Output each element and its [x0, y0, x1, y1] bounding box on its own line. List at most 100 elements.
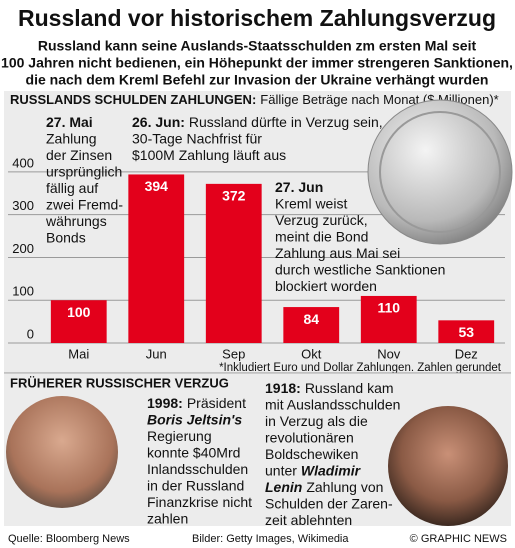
y-tick-label: 100	[12, 284, 34, 299]
text-segment: zahlen	[147, 510, 188, 526]
text-line: fällig auf	[46, 180, 98, 196]
text-segment: durch westliche Sanktionen	[275, 261, 445, 277]
text-line: Bonds	[46, 229, 86, 245]
x-tick-label: Mai	[68, 346, 89, 361]
text-line: revolutionären	[265, 429, 354, 445]
history-title: FRÜHERER RUSSISCHER VERZUG	[10, 375, 229, 390]
x-tick-label: Nov	[377, 346, 401, 361]
subtitle: die nach dem Kreml Befehl zur Invasion d…	[26, 72, 489, 88]
text-segment: zwei Fremd-	[46, 196, 123, 212]
x-tick-label: Sep	[222, 346, 245, 361]
text-segment: 27. Jun	[275, 179, 323, 195]
text-segment: in Verzug als die	[265, 413, 368, 429]
text-line: $100M Zahlung läuft aus	[132, 147, 286, 163]
coin-image	[367, 99, 513, 245]
y-tick-label: 0	[27, 326, 34, 341]
text-segment: Zahlung	[46, 130, 97, 146]
chart-note: *Inkludiert Euro und Dollar Zahlungen. Z…	[219, 362, 502, 374]
text-segment: Inlandsschulden	[147, 461, 248, 477]
text-line: Regierung	[147, 428, 212, 444]
text-segment: der Zinsen	[46, 147, 112, 163]
text-segment: Finanzkrise nicht	[147, 494, 252, 510]
x-tick-label: Okt	[301, 346, 322, 361]
text-segment: Bonds	[46, 229, 86, 245]
text-segment: Zahlung von	[306, 479, 383, 495]
text-line: Inlandsschulden	[147, 461, 248, 477]
coin-rim	[379, 111, 501, 233]
text-segment: Präsident	[187, 395, 246, 411]
bar	[360, 295, 417, 343]
text-line: meint die Bond	[275, 228, 368, 244]
chart: 0 100 200 300 400 Mai 100 Jun 394 Sep 372 Okt 84 Nov 1…	[8, 114, 505, 361]
text-line: Verzug zurück,	[275, 212, 368, 228]
text-segment: blockiert worden	[275, 278, 377, 294]
text-segment: 30-Tage Nachfrist für	[132, 130, 262, 146]
y-tick-label: 300	[12, 198, 34, 213]
text-segment: Kreml weist	[275, 195, 347, 211]
text-segment: 27. Mai	[46, 114, 93, 130]
title: Russland vor historischem Zahlungsverzug	[18, 5, 496, 31]
x-tick-label: Jun	[146, 346, 167, 361]
text-segment: meint die Bond	[275, 228, 368, 244]
source: Quelle: Bloomberg News	[8, 533, 130, 545]
text-line: währungs	[45, 213, 107, 229]
text-segment: Regierung	[147, 428, 212, 444]
text-segment: in der Russland	[147, 477, 244, 493]
text-line: Kreml weist	[275, 195, 347, 211]
text-line: unter Wladimir	[265, 462, 362, 478]
text-segment: 1998:	[147, 395, 183, 411]
text-segment: revolutionären	[265, 429, 354, 445]
text-segment: Boris Jeltsin's	[147, 411, 242, 427]
text-line: mit Auslandsschulden	[265, 396, 400, 412]
text-segment: 26. Jun:	[132, 114, 185, 130]
value-label: 110	[377, 300, 400, 316]
text-segment: mit Auslandsschulden	[265, 396, 400, 412]
bar	[50, 300, 107, 343]
text-segment: 1918:	[265, 380, 301, 396]
text-line: 30-Tage Nachfrist für	[132, 130, 262, 146]
image-credit: Bilder: Getty Images, Wikimedia	[192, 533, 349, 545]
subtitle: 100 Jahren nicht bedienen, ein Höhepunkt…	[1, 55, 513, 71]
text-segment: währungs	[45, 213, 107, 229]
text-segment: fällig auf	[46, 180, 98, 196]
text-line: zahlen	[147, 510, 188, 526]
text-line: konnte $40Mrd	[147, 444, 240, 460]
text-segment: Russland dürfte in Verzug sein,	[189, 114, 383, 130]
text-segment: Boldschewiken	[265, 446, 358, 462]
text-line: durch westliche Sanktionen	[275, 261, 445, 277]
lenin-photo	[388, 406, 508, 526]
text-line: Zahlung	[46, 130, 97, 146]
text-line: Zahlung aus Mai sei	[275, 245, 400, 261]
value-label: 100	[67, 304, 91, 320]
bar	[283, 307, 340, 343]
text-segment: konnte $40Mrd	[147, 444, 240, 460]
value-label: 53	[458, 324, 474, 340]
text-segment: Schulden der Zaren-	[265, 495, 393, 511]
text-segment: Wladimir	[301, 462, 362, 478]
bar	[205, 183, 262, 343]
text-line: 26. Jun: Russland dürfte in Verzug sein,	[132, 114, 383, 130]
y-tick-label: 200	[12, 241, 34, 256]
text-line: 27. Jun	[275, 179, 323, 195]
text-segment: Russland kam	[305, 380, 394, 396]
bar	[438, 320, 495, 343]
text-line: Boldschewiken	[265, 446, 358, 462]
value-label: 394	[145, 178, 169, 194]
text-line: Boris Jeltsin's	[147, 411, 242, 427]
text-line: Schulden der Zaren-	[265, 495, 393, 511]
text-segment: Verzug zurück,	[275, 212, 368, 228]
bar	[128, 174, 185, 343]
chart-title: RUSSLANDS SCHULDEN ZAHLUNGEN:	[10, 92, 256, 107]
copyright: © GRAPHIC NEWS	[410, 533, 507, 545]
text-line: der Zinsen	[46, 147, 112, 163]
y-tick-label: 400	[12, 155, 34, 170]
text-line: Finanzkrise nicht	[147, 494, 252, 510]
text-line: zeit ablehnten	[265, 512, 352, 528]
value-label: 84	[303, 311, 319, 327]
text-line: Lenin Zahlung von	[265, 479, 383, 495]
yeltsin-photo	[6, 396, 118, 508]
text-segment: ursprünglich	[46, 163, 122, 179]
text-segment: unter	[265, 462, 297, 478]
